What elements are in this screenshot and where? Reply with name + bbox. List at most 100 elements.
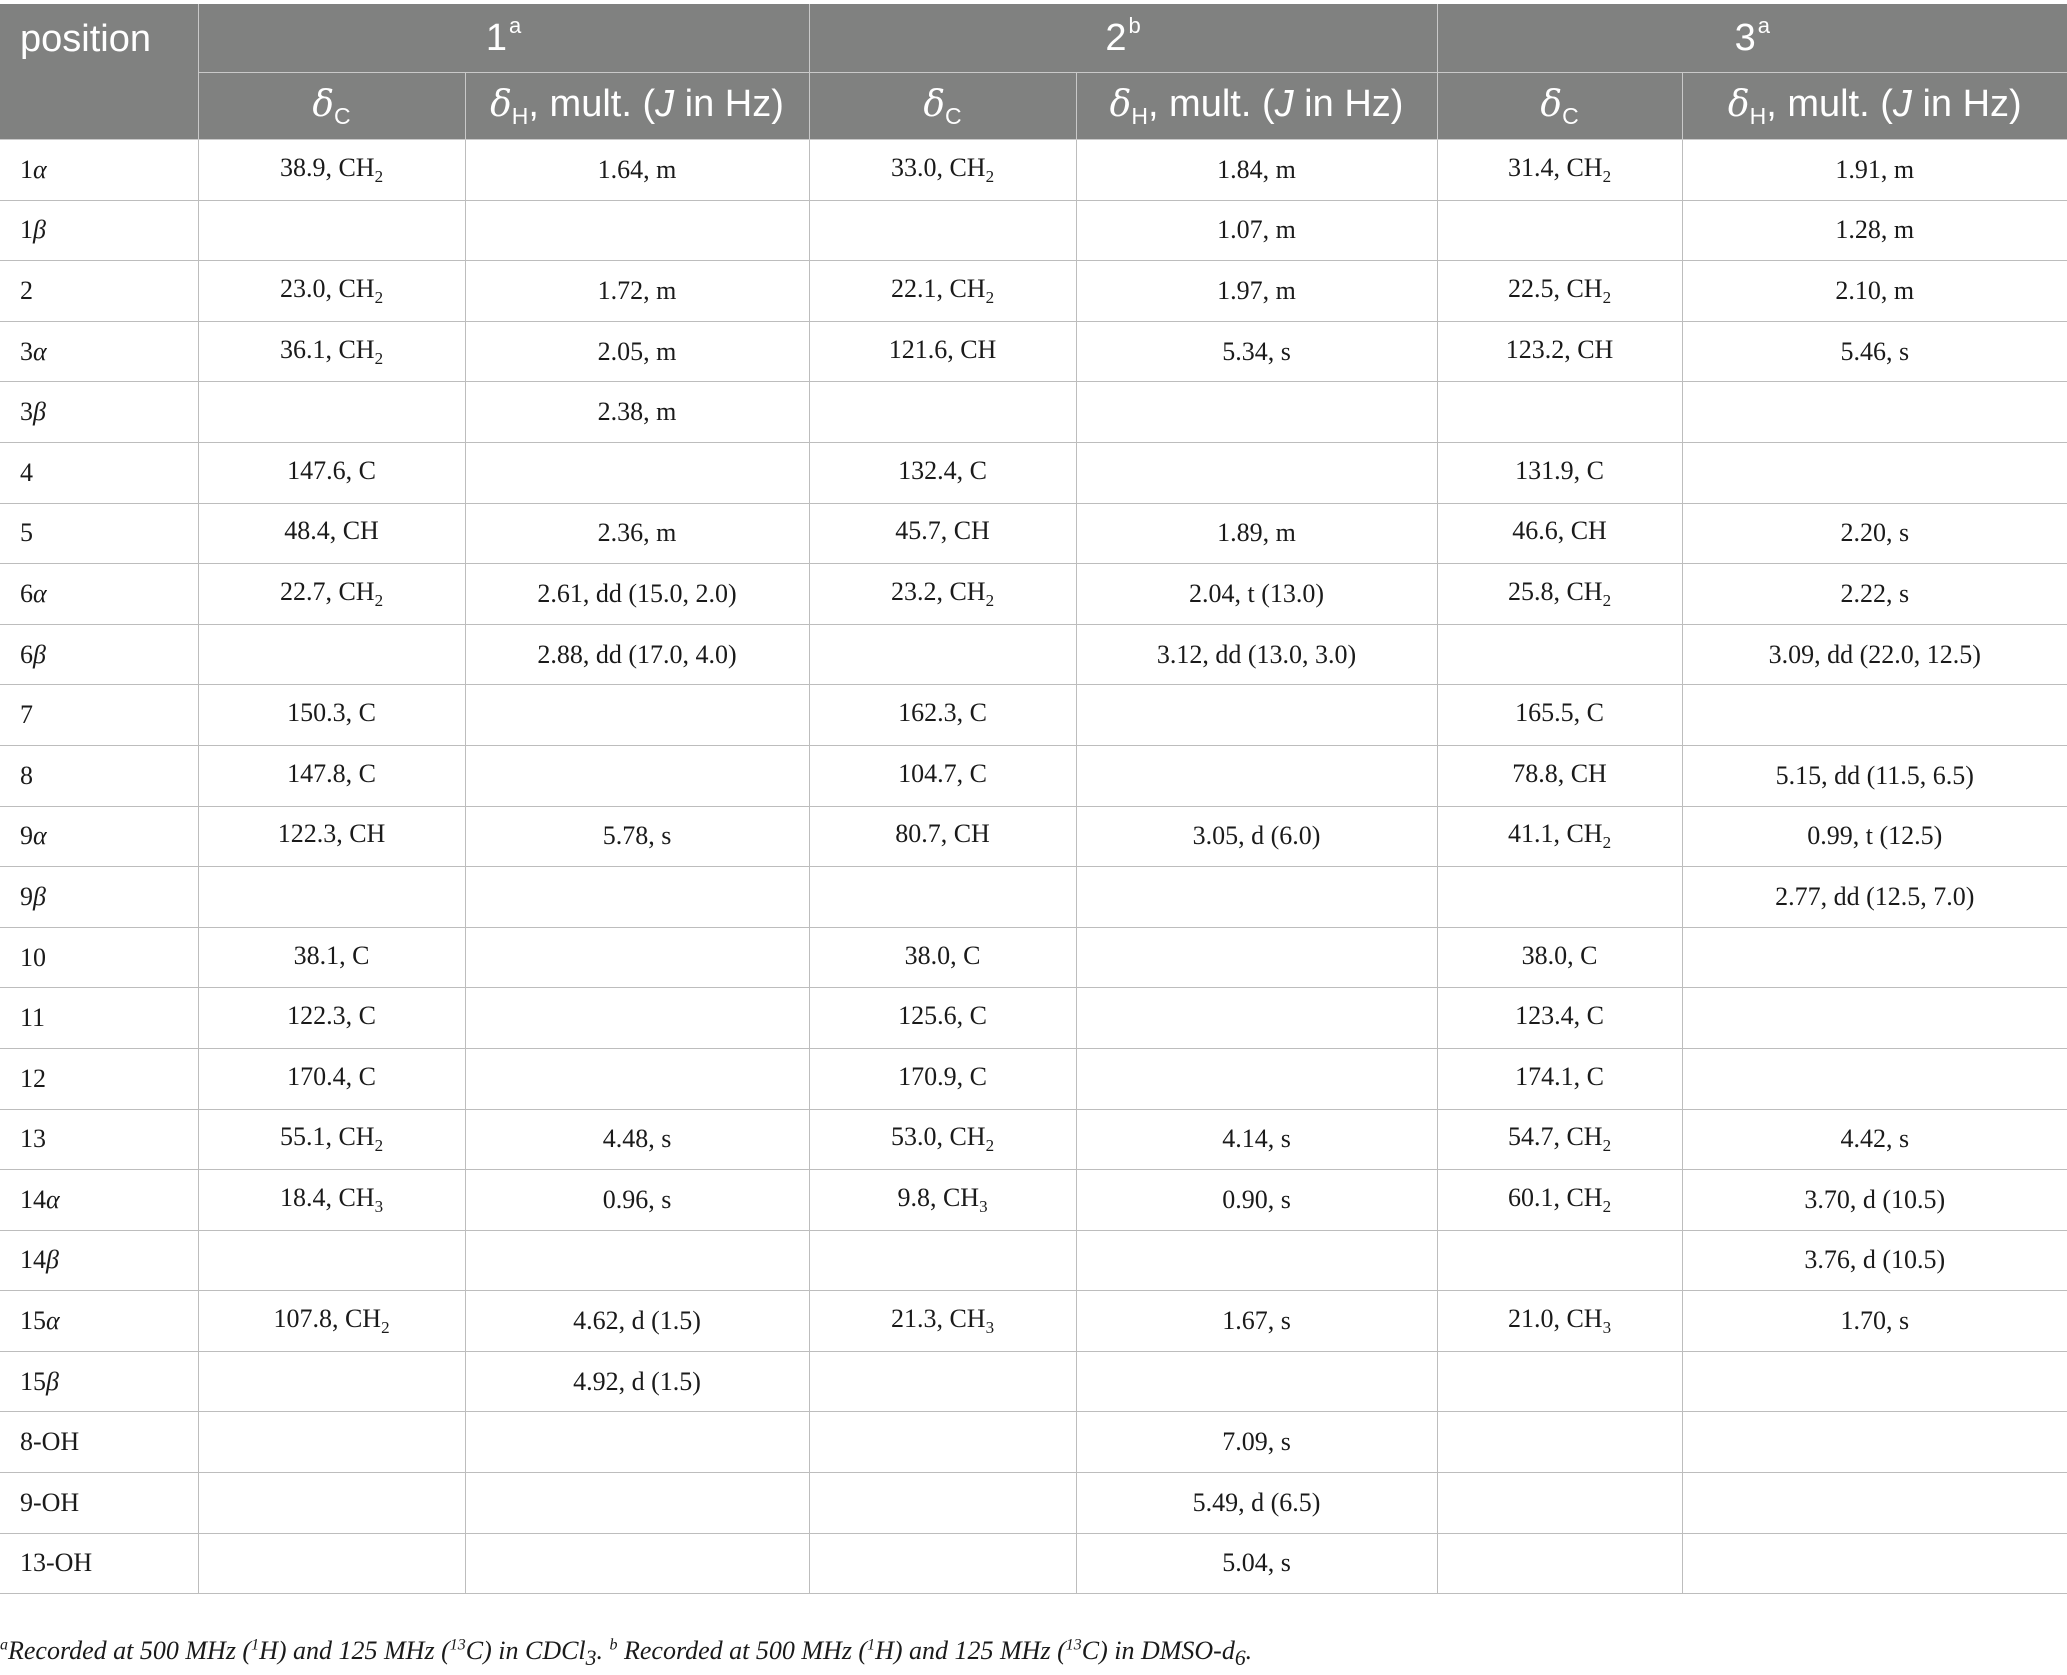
- position-cell: 14α: [0, 1169, 198, 1231]
- delta-c-cell: 23.0, CH2: [197, 260, 465, 322]
- delta-c-cell: 125.6, C: [808, 987, 1077, 1049]
- delta-h-cell: [464, 1533, 810, 1595]
- delta-c-header: δC: [808, 72, 1077, 140]
- delta-c-cell: 131.9, C: [1436, 442, 1683, 504]
- nmr-table-container: position 1a 2b 3a δC δH, mult. (J in Hz)…: [0, 4, 2067, 1595]
- delta-c-cell: [197, 1230, 465, 1292]
- delta-h-cell: 4.14, s: [1075, 1109, 1438, 1171]
- table-row: 2 23.0, CH2 1.72, m 22.1, CH2 1.97, m 22.5, C…: [0, 260, 2067, 322]
- position-cell: 3β: [0, 381, 198, 443]
- delta-h-cell: [1075, 1048, 1438, 1110]
- position-cell: 15β: [0, 1351, 198, 1413]
- delta-h-cell: 2.88, dd (17.0, 4.0): [464, 624, 810, 686]
- delta-c-cell: [1436, 624, 1683, 686]
- delta-h-cell: 2.20, s: [1681, 503, 2067, 565]
- delta-h-cell: 2.36, m: [464, 503, 810, 565]
- table-row: 10 38.1, C 38.0, C 38.0, C: [0, 927, 2067, 989]
- delta-h-cell: 0.99, t (12.5): [1681, 806, 2067, 868]
- table-header: position 1a 2b 3a δC δH, mult. (J in Hz)…: [0, 4, 2067, 140]
- table-row: 9-OH 5.49, d (6.5): [0, 1472, 2067, 1534]
- nmr-data-table: position 1a 2b 3a δC δH, mult. (J in Hz)…: [0, 4, 2067, 1595]
- table-row: 9β 2.77, dd (12.5, 7.0): [0, 866, 2067, 928]
- delta-h-cell: 1.84, m: [1075, 139, 1438, 201]
- delta-h-cell: [464, 1230, 810, 1292]
- delta-c-cell: [1436, 381, 1683, 443]
- table-row: 6β 2.88, dd (17.0, 4.0) 3.12, dd (13.0, 3.…: [0, 624, 2067, 686]
- delta-c-cell: [1436, 1411, 1683, 1474]
- delta-h-cell: [464, 1048, 810, 1110]
- delta-h-header: δH, mult. (J in Hz): [464, 72, 810, 140]
- delta-h-cell: 4.92, d (1.5): [464, 1351, 810, 1413]
- delta-c-cell: [197, 381, 465, 443]
- delta-c-cell: [197, 1351, 465, 1413]
- delta-c-cell: 18.4, CH3: [197, 1169, 465, 1231]
- table-row: 9α 122.3, CH 5.78, s 80.7, CH 3.05, d (6.0) 4…: [0, 806, 2067, 868]
- delta-c-cell: [197, 1472, 465, 1534]
- delta-h-cell: 0.90, s: [1075, 1169, 1438, 1231]
- table-row: 1β 1.07, m 1.28, m: [0, 200, 2067, 262]
- delta-c-cell: 150.3, C: [197, 684, 465, 746]
- delta-c-cell: [197, 1411, 465, 1474]
- delta-c-cell: 31.4, CH2: [1436, 139, 1683, 201]
- delta-c-cell: 60.1, CH2: [1436, 1169, 1683, 1231]
- delta-c-cell: [808, 624, 1077, 686]
- delta-c-cell: [1436, 1351, 1683, 1413]
- delta-h-cell: 5.78, s: [464, 806, 810, 868]
- table-footnote: aRecorded at 500 MHz (1H) and 125 MHz (1…: [0, 1636, 1253, 1671]
- delta-c-cell: [808, 200, 1077, 262]
- table-row: 14β 3.76, d (10.5): [0, 1230, 2067, 1292]
- delta-h-cell: [1681, 381, 2067, 443]
- delta-c-cell: 46.6, CH: [1436, 503, 1683, 565]
- delta-h-cell: [464, 1411, 810, 1474]
- delta-h-cell: 2.22, s: [1681, 563, 2067, 625]
- delta-c-cell: 147.8, C: [197, 745, 465, 807]
- delta-h-cell: 1.07, m: [1075, 200, 1438, 262]
- delta-h-cell: 4.62, d (1.5): [464, 1290, 810, 1352]
- position-cell: 13: [0, 1109, 198, 1171]
- table-row: 8-OH 7.09, s: [0, 1411, 2067, 1474]
- delta-c-cell: [1436, 200, 1683, 262]
- delta-c-cell: [808, 1411, 1077, 1474]
- position-cell: 14β: [0, 1230, 198, 1292]
- table-row: 3β 2.38, m: [0, 381, 2067, 443]
- position-cell: 5: [0, 503, 198, 565]
- delta-h-cell: 5.15, dd (11.5, 6.5): [1681, 745, 2067, 807]
- delta-h-cell: 1.64, m: [464, 139, 810, 201]
- delta-c-cell: 38.0, C: [808, 927, 1077, 989]
- delta-c-cell: [197, 624, 465, 686]
- delta-c-cell: 162.3, C: [808, 684, 1077, 746]
- table-row: 3α 36.1, CH2 2.05, m 121.6, CH 5.34, s 123.2,…: [0, 321, 2067, 383]
- delta-h-cell: 1.67, s: [1075, 1290, 1438, 1352]
- delta-c-cell: 38.1, C: [197, 927, 465, 989]
- position-cell: 8: [0, 745, 198, 807]
- delta-c-cell: [808, 1472, 1077, 1534]
- delta-h-cell: [1075, 684, 1438, 746]
- table-row: 13-OH 5.04, s: [0, 1533, 2067, 1595]
- table-row: 14α 18.4, CH3 0.96, s 9.8, CH3 0.90, s 60.1, …: [0, 1169, 2067, 1231]
- table-row: 5 48.4, CH 2.36, m 45.7, CH 1.89, m 46.6, CH 2…: [0, 503, 2067, 565]
- delta-c-cell: 38.9, CH2: [197, 139, 465, 201]
- delta-c-cell: 38.0, C: [1436, 927, 1683, 989]
- delta-c-cell: 174.1, C: [1436, 1048, 1683, 1110]
- delta-c-cell: 22.5, CH2: [1436, 260, 1683, 322]
- delta-c-cell: 80.7, CH: [808, 806, 1077, 868]
- delta-c-cell: [1436, 1230, 1683, 1292]
- delta-h-cell: 5.49, d (6.5): [1075, 1472, 1438, 1534]
- delta-h-cell: 5.34, s: [1075, 321, 1438, 383]
- position-cell: 1α: [0, 139, 198, 201]
- delta-c-cell: 45.7, CH: [808, 503, 1077, 565]
- delta-h-cell: 1.72, m: [464, 260, 810, 322]
- delta-c-cell: 55.1, CH2: [197, 1109, 465, 1171]
- delta-h-cell: [1075, 381, 1438, 443]
- delta-h-cell: 7.09, s: [1075, 1411, 1438, 1474]
- delta-c-cell: 121.6, CH: [808, 321, 1077, 383]
- delta-h-cell: [464, 200, 810, 262]
- delta-c-cell: 9.8, CH3: [808, 1169, 1077, 1231]
- delta-c-cell: 122.3, CH: [197, 806, 465, 868]
- delta-h-cell: [464, 745, 810, 807]
- delta-c-cell: 170.4, C: [197, 1048, 465, 1110]
- delta-c-cell: 78.8, CH: [1436, 745, 1683, 807]
- delta-c-cell: 123.4, C: [1436, 987, 1683, 1049]
- delta-h-cell: [1075, 442, 1438, 504]
- position-cell: 9β: [0, 866, 198, 928]
